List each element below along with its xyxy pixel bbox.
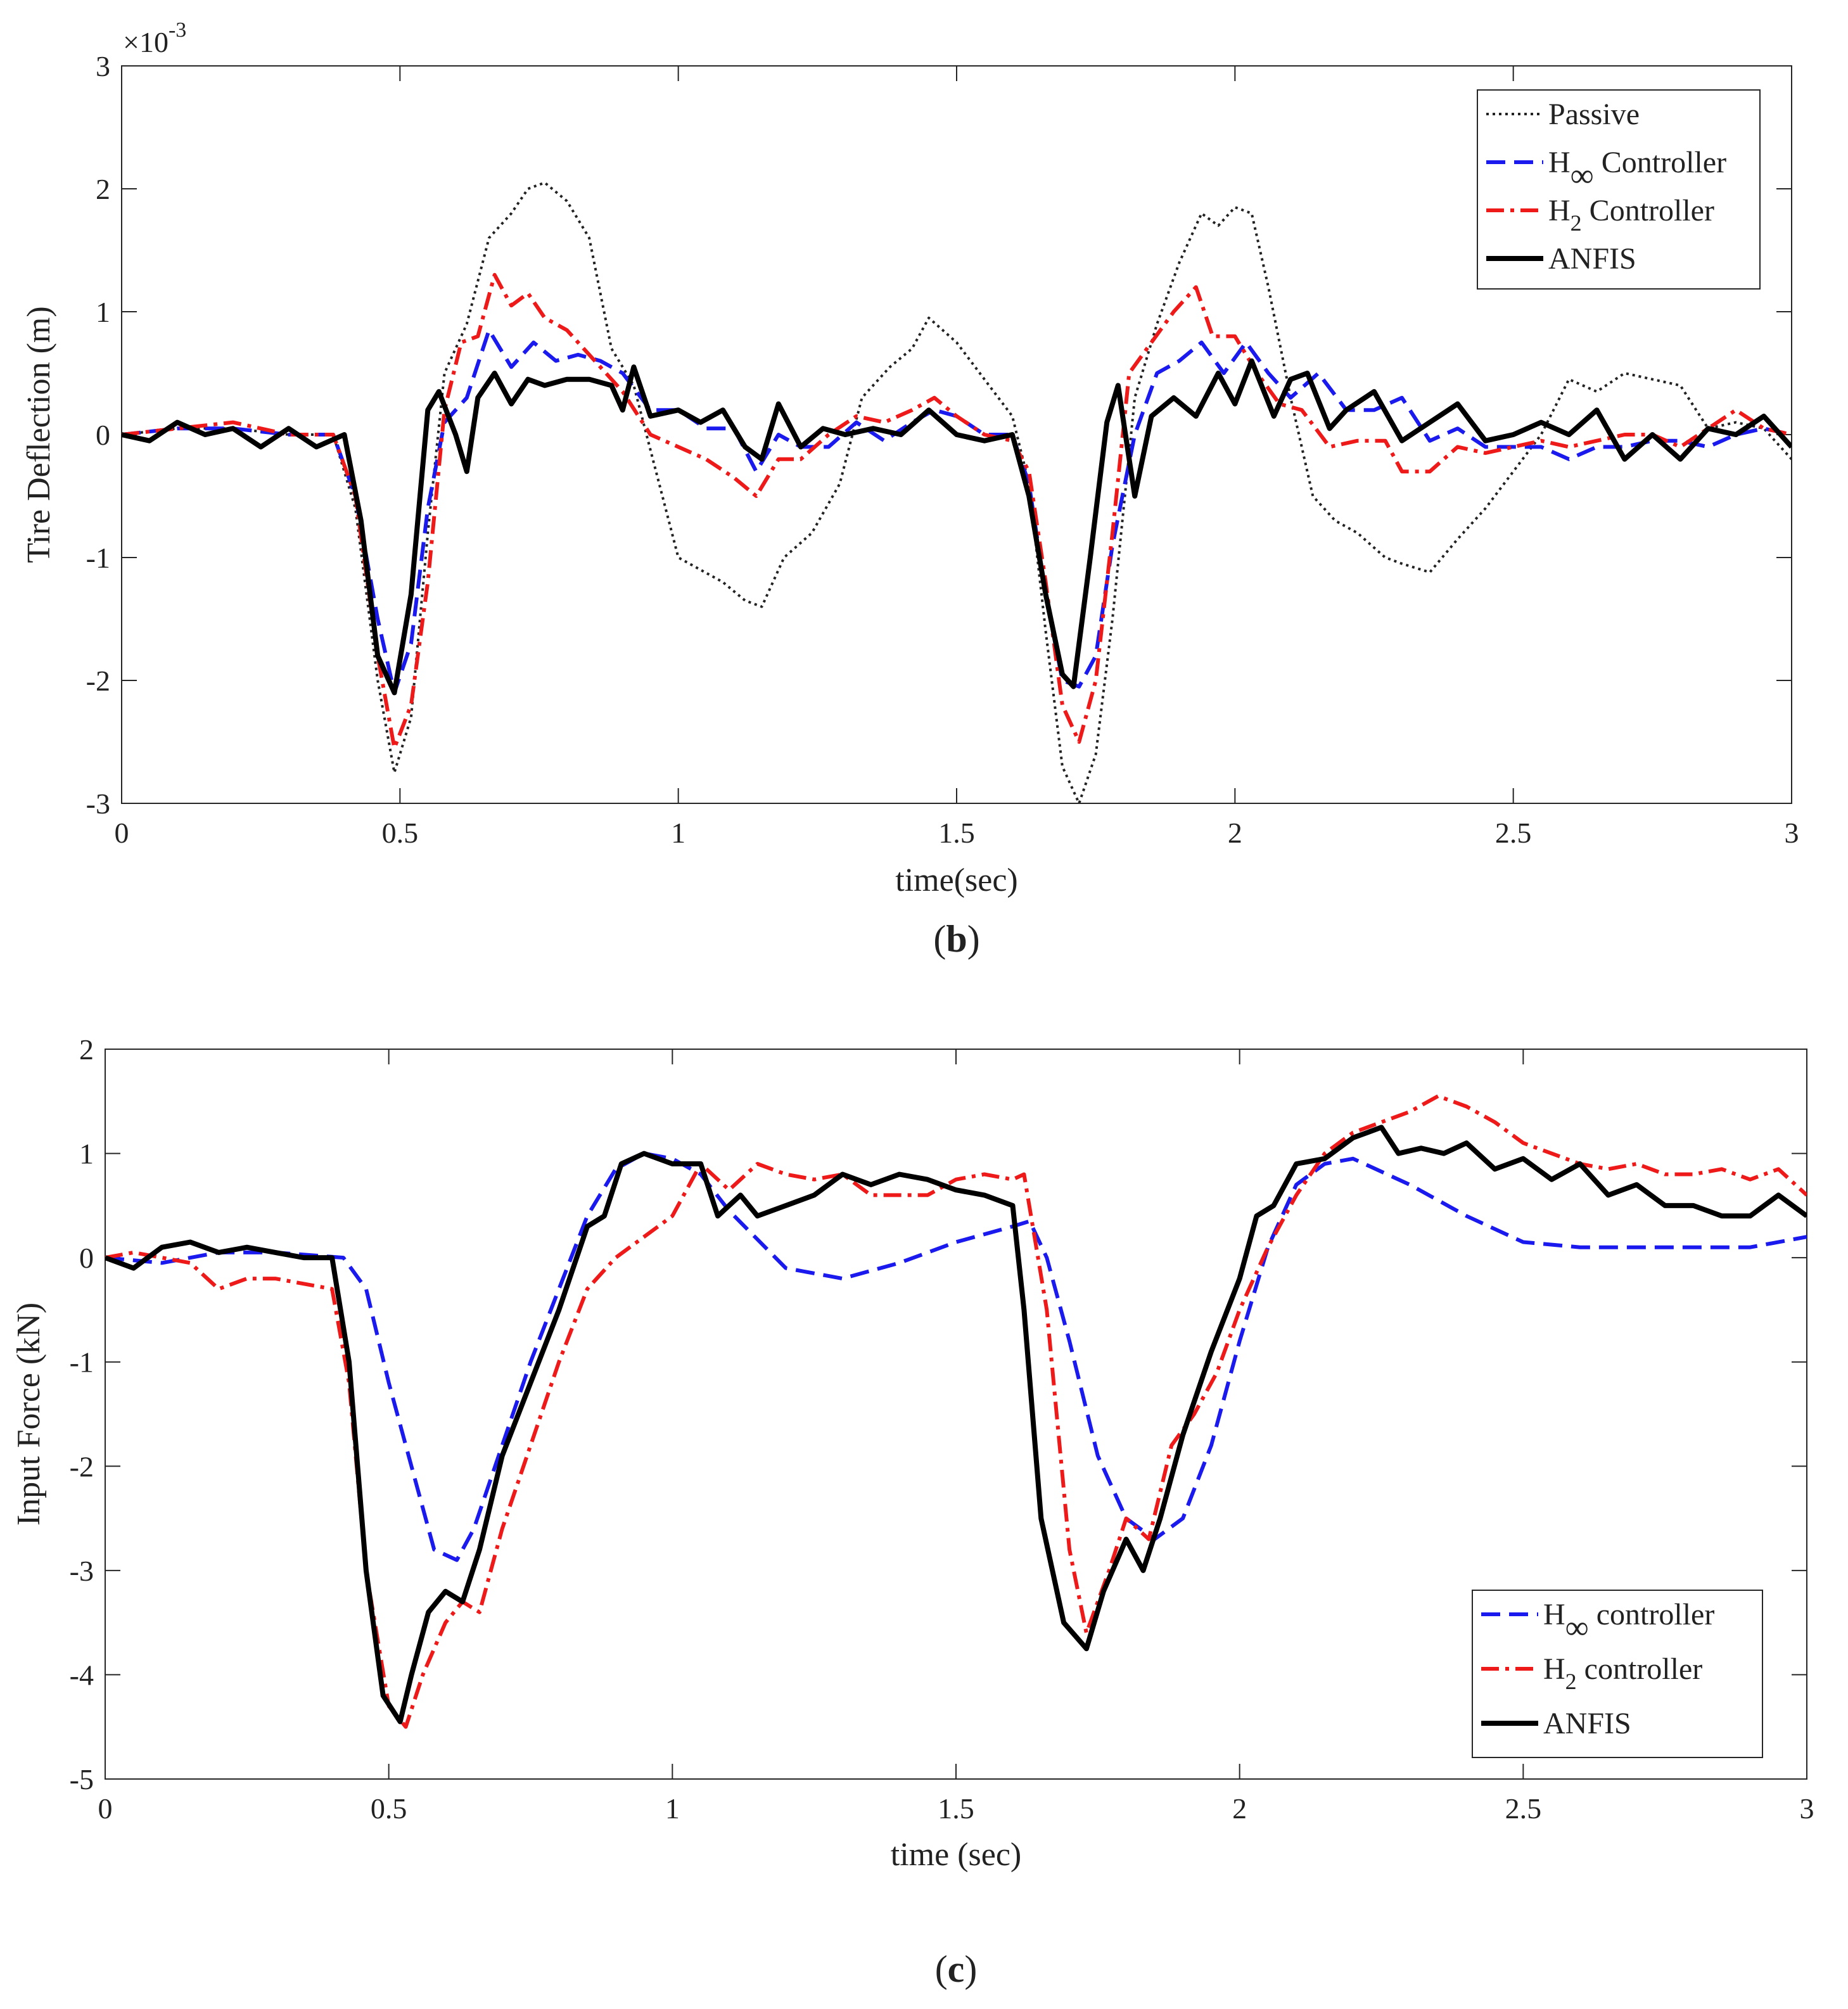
y-axis-label: Tire Deflection (m) [21,306,57,563]
y-axis-label: Input Force (kN) [11,1303,47,1526]
panel-c-input-force-chart: 0 0.5 1 1.5 2 2.5 3 -5 -4 -3 -2 -1 0 1 2 time (sec) Inpu… [11,1033,1814,1990]
y-tick-label: 2 [79,1033,94,1066]
legend-box [1477,89,1761,290]
x-tick-label: 2 [1232,1792,1247,1825]
legend-label: H∞ Controller [1548,146,1726,194]
x-tick-label: 3 [1800,1792,1814,1825]
panel-label-letter: c [948,1948,965,1990]
legend-label-rest: Controller [1582,194,1714,227]
legend-label-base: H [1548,146,1571,179]
panel-label: (b) [933,918,979,960]
legend-label: Passive [1548,98,1640,131]
legend-label-base: H [1548,194,1571,227]
legend-label: ANFIS [1543,1707,1631,1740]
panel-label-open: ( [933,918,946,960]
legend-label-rest: controller [1577,1652,1703,1686]
legend-label: H2 Controller [1548,194,1714,236]
panel-b-tire-deflection-chart: 0 0.5 1 1.5 2 2.5 3-3-2-10123×10-3time(sec)Tir… [21,18,1799,960]
x-tick-label: 0.5 [371,1792,407,1825]
legend-label-rest: controller [1589,1598,1715,1631]
legend-label-subscript: 2 [1571,210,1582,236]
legend-box [1472,1590,1763,1758]
y-tick-label: -2 [70,1450,94,1483]
x-tick-label: 1.5 [938,817,975,849]
series-line-anfis [122,358,1792,696]
series-line-passive [122,181,1792,803]
y-tick-label: -1 [70,1346,94,1379]
series-line-h-inf [122,328,1792,695]
y-tick-label: -2 [86,665,110,697]
legend-label-subscript: ∞ [1565,1610,1589,1646]
y-tick-label: -1 [86,542,110,574]
legend-label-subscript: ∞ [1571,158,1594,194]
legend-label-subscript: 2 [1565,1669,1577,1694]
legend-label-base: Passive [1548,98,1640,131]
panel-label-letter: b [946,918,967,960]
legend-label-base: H [1543,1652,1565,1686]
y-tick-label: 0 [96,419,110,451]
legend-label: H∞ controller [1543,1598,1714,1646]
y-tick-label: -4 [70,1659,94,1691]
x-tick-label: 0 [115,817,129,849]
series-line-h-inf [105,1151,1807,1562]
y-tick-label: -3 [70,1555,94,1587]
x-tick-label: 1 [665,1792,680,1825]
x-tick-label: 2 [1228,817,1242,849]
panel-label-close: ) [964,1948,977,1990]
legend-label-base: ANFIS [1548,242,1636,276]
y-tick-label: 0 [79,1242,94,1274]
x-tick-label: 1.5 [938,1792,974,1825]
panel-label-open: ( [935,1948,948,1990]
x-tick-label: 3 [1785,817,1799,849]
x-tick-label: 2.5 [1505,1792,1542,1825]
x-axis-label: time (sec) [891,1837,1021,1873]
panel-label: (c) [935,1948,978,1990]
series-group [105,1094,1807,1729]
series-line-anfis [105,1125,1807,1725]
x-axis-label: time(sec) [895,862,1017,898]
x-tick-label: 1 [671,817,685,849]
x-tick-label: 0 [98,1792,113,1825]
legend-label-rest: Controller [1594,146,1726,179]
y-tick-label: 3 [96,50,110,82]
legend-label-base: H [1543,1598,1565,1631]
panel-label-close: ) [967,918,980,960]
y-tick-label: 2 [96,173,110,205]
y-tick-label: 1 [79,1138,94,1170]
y-exponent-power: -3 [169,18,186,42]
x-tick-label: 0.5 [382,817,419,849]
series-group [122,181,1792,803]
legend-label: ANFIS [1548,242,1636,276]
x-tick-label: 2.5 [1495,817,1532,849]
y-tick-label: -3 [86,788,110,820]
legend-label: H2 controller [1543,1652,1702,1694]
legend-label-base: ANFIS [1543,1707,1631,1740]
y-tick-label: 1 [96,296,110,328]
y-tick-label: -5 [70,1763,94,1795]
